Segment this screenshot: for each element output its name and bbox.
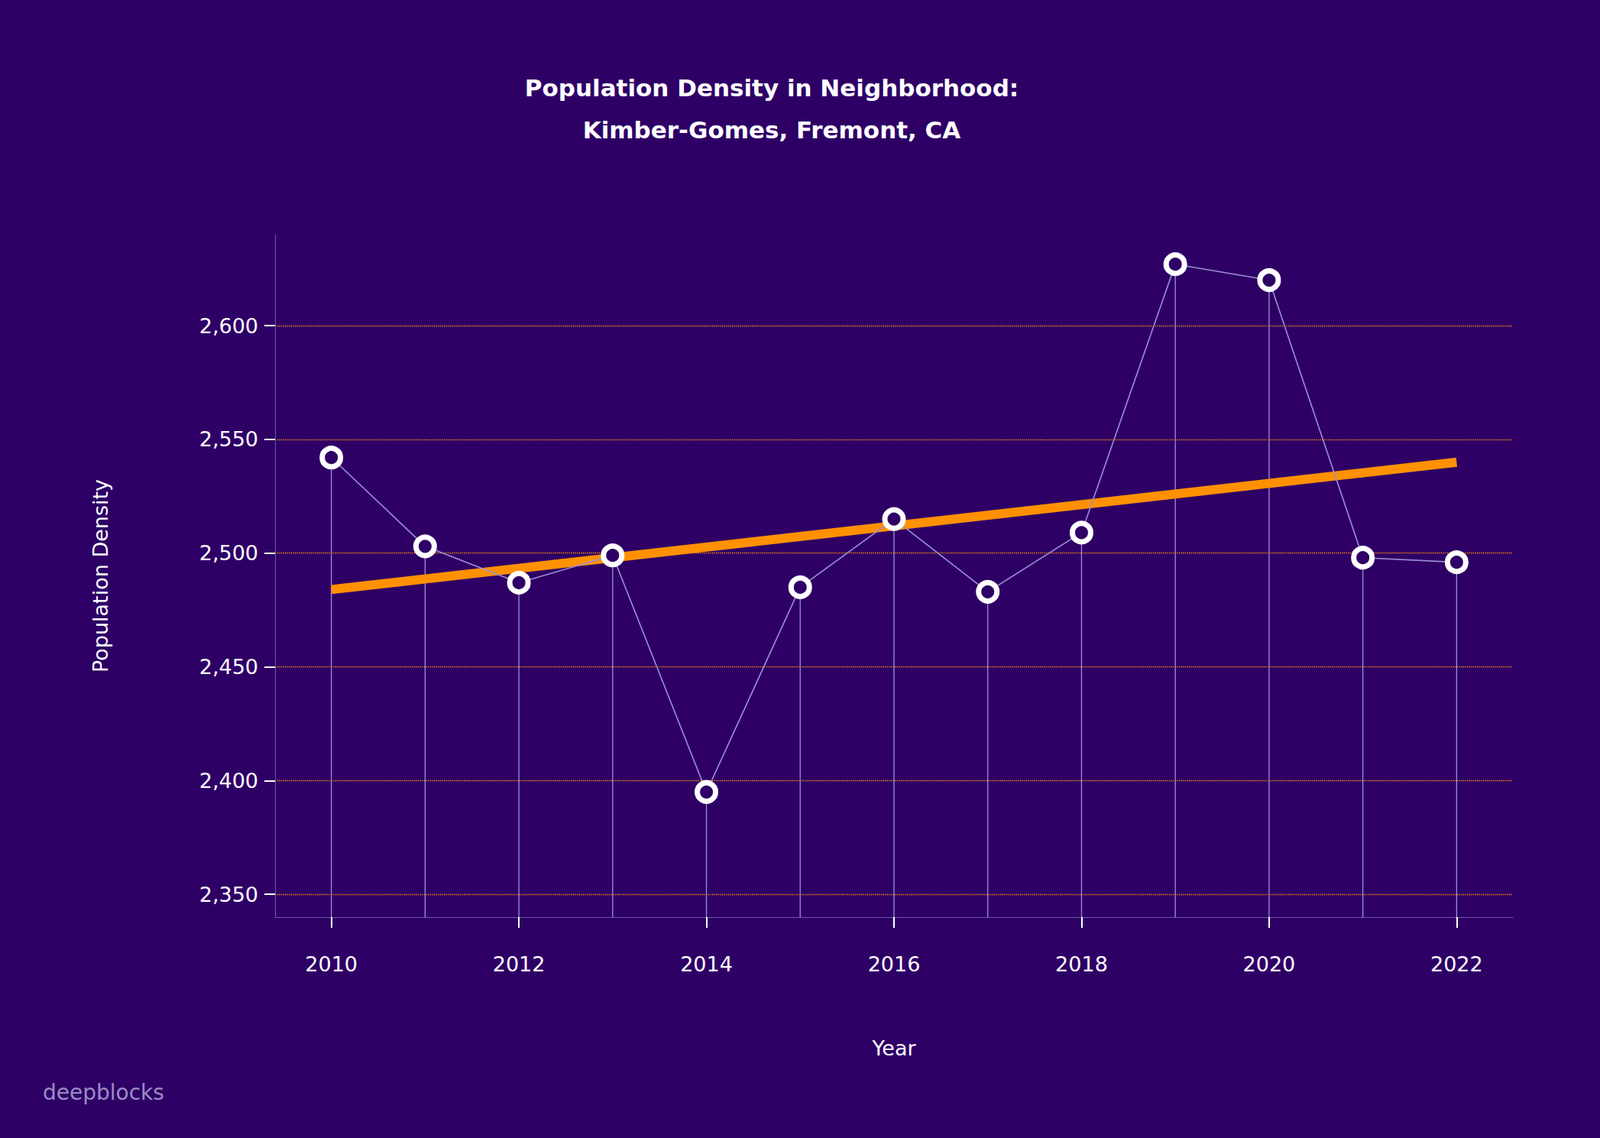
svg-text:Year: Year (871, 1036, 917, 1060)
svg-text:2,550: 2,550 (199, 427, 259, 451)
svg-text:Population Density in Neighbor: Population Density in Neighborhood: (524, 74, 1020, 102)
svg-text:2022: 2022 (1430, 952, 1484, 976)
svg-text:2014: 2014 (680, 952, 733, 976)
svg-text:2,400: 2,400 (199, 768, 259, 793)
svg-text:2010: 2010 (304, 952, 358, 976)
svg-text:2016: 2016 (868, 952, 921, 976)
svg-text:2020: 2020 (1243, 952, 1296, 976)
svg-text:2018: 2018 (1055, 952, 1108, 976)
svg-text:2,500: 2,500 (199, 540, 259, 565)
svg-text:Kimber-Gomes, Fremont, CA: Kimber-Gomes, Fremont, CA (582, 116, 962, 144)
svg-text:2,350: 2,350 (199, 882, 259, 907)
svg-text:2,600: 2,600 (199, 314, 259, 338)
svg-text:Population Density: Population Density (88, 479, 113, 673)
svg-text:2012: 2012 (492, 952, 546, 976)
svg-text:deepblocks: deepblocks (42, 1079, 165, 1105)
svg-text:2,450: 2,450 (199, 654, 259, 679)
